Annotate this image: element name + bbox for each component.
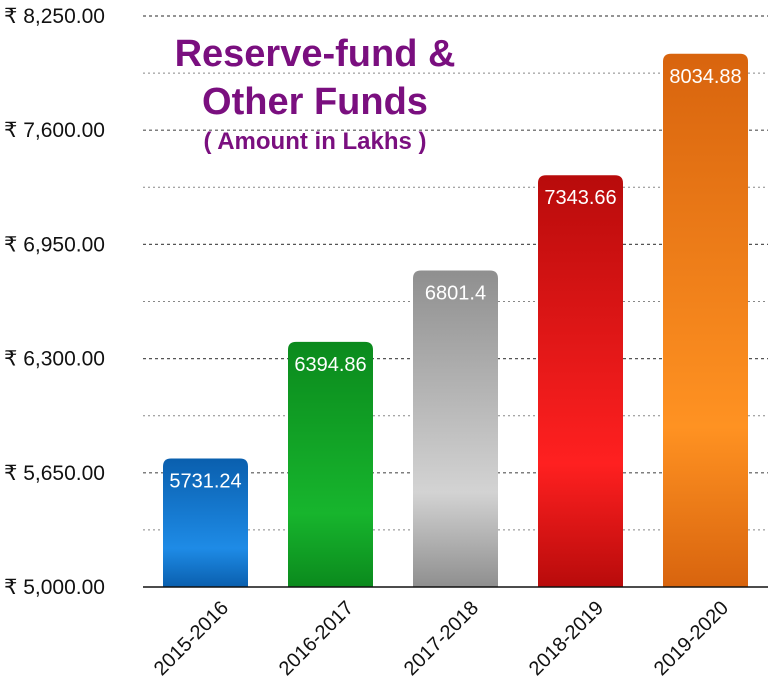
- x-tick-label: 2017-2018: [400, 597, 483, 680]
- bar-2015-2016: [163, 458, 248, 587]
- data-label: 7343.66: [544, 187, 616, 209]
- chart-title-block: Reserve-fund & Other Funds ( Amount in L…: [135, 30, 495, 158]
- chart-title-line-1: Reserve-fund &: [174, 33, 456, 75]
- bar-2018-2019: [538, 175, 623, 587]
- y-tick-label: ₹ 6,950.00: [4, 233, 105, 256]
- chart-title-line-2: Other Funds: [202, 81, 428, 123]
- x-tick-label: 2015-2016: [150, 597, 233, 680]
- y-tick-label: ₹ 5,000.00: [4, 576, 105, 599]
- bar-2019-2020: [663, 53, 748, 588]
- y-tick-label: ₹ 7,600.00: [4, 119, 105, 142]
- x-tick-label: 2019-2020: [650, 597, 733, 680]
- data-label: 8034.88: [669, 66, 741, 88]
- bar-layer: [163, 53, 748, 588]
- y-tick-label: ₹ 5,650.00: [4, 462, 105, 485]
- bar-2017-2018: [413, 270, 498, 587]
- data-label: 5731.24: [169, 471, 241, 493]
- y-tick-label: ₹ 8,250.00: [4, 5, 105, 28]
- x-tick-label: 2016-2017: [275, 597, 358, 680]
- chart-subtitle: ( Amount in Lakhs ): [203, 128, 427, 155]
- y-tick-label: ₹ 6,300.00: [4, 348, 105, 371]
- x-tick-label: 2018-2019: [525, 597, 608, 680]
- data-label: 6801.4: [425, 283, 486, 305]
- bar-2016-2017: [288, 341, 373, 587]
- data-label: 6394.86: [294, 354, 366, 376]
